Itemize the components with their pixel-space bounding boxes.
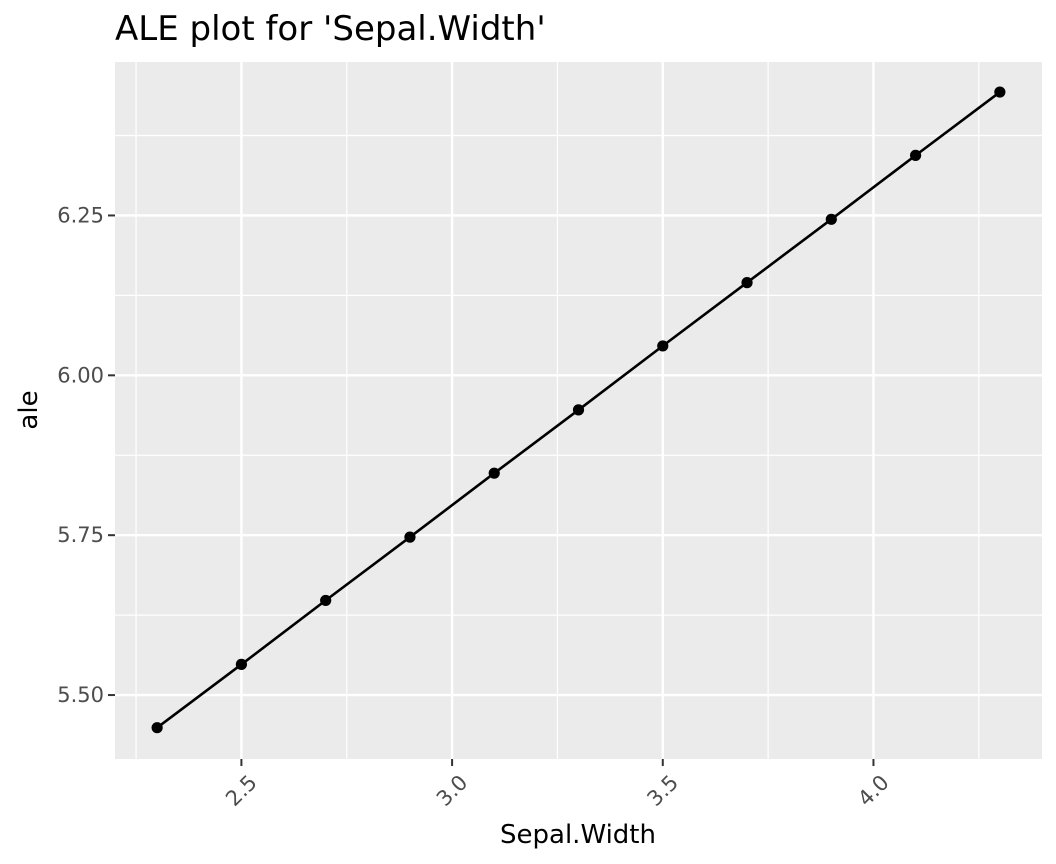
minor-gridlines bbox=[115, 62, 1042, 759]
x-tick-label: 4.0 bbox=[853, 770, 894, 811]
y-tick-label: 6.00 bbox=[57, 363, 104, 387]
data-point bbox=[909, 149, 922, 161]
data-point bbox=[235, 658, 248, 670]
y-axis-title: ale bbox=[14, 390, 44, 429]
data-point bbox=[741, 277, 753, 289]
y-tick-label: 6.25 bbox=[57, 203, 104, 227]
data-point bbox=[151, 722, 163, 734]
chart-title: ALE plot for 'Sepal.Width' bbox=[115, 9, 546, 49]
x-tick-label: 3.5 bbox=[642, 770, 683, 811]
data-point bbox=[320, 594, 332, 607]
data-point bbox=[404, 531, 416, 543]
x-tick-label: 3.0 bbox=[432, 770, 473, 811]
y-axis: 5.50 5.75 6.00 6.25 bbox=[57, 203, 115, 707]
data-point bbox=[657, 340, 669, 352]
data-point bbox=[825, 213, 837, 225]
x-axis: 2.5 3.0 3.5 4.0 bbox=[221, 759, 894, 811]
major-gridlines bbox=[115, 62, 1042, 759]
x-tick-label: 2.5 bbox=[221, 770, 262, 811]
x-axis-title: Sepal.Width bbox=[500, 820, 656, 850]
data-point bbox=[572, 404, 585, 416]
y-tick-label: 5.75 bbox=[57, 523, 104, 547]
series-layer bbox=[151, 86, 1006, 734]
data-point bbox=[488, 467, 500, 479]
y-tick-label: 5.50 bbox=[57, 683, 104, 707]
data-point bbox=[994, 86, 1006, 98]
